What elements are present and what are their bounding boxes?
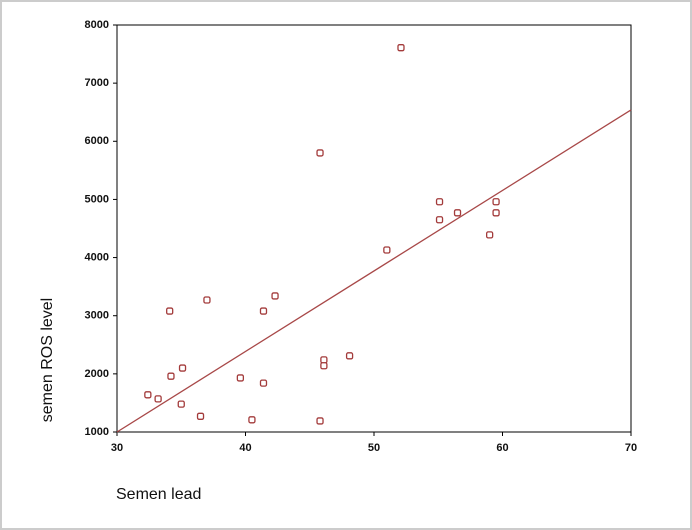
point xyxy=(320,356,328,364)
point xyxy=(435,198,444,206)
y-tick-label: 4000 xyxy=(85,251,109,263)
point xyxy=(177,400,185,408)
point xyxy=(178,364,187,372)
fit-line xyxy=(116,109,632,433)
point xyxy=(271,292,279,300)
x-tick-label: 50 xyxy=(368,442,380,454)
y-tick-label: 3000 xyxy=(85,310,109,322)
point xyxy=(320,362,328,370)
y-axis-label: semen ROS level xyxy=(39,298,56,423)
point xyxy=(167,372,175,380)
y-tick-label: 6000 xyxy=(85,135,109,147)
point xyxy=(316,149,324,157)
point xyxy=(453,209,462,217)
point xyxy=(144,391,152,399)
point xyxy=(203,296,211,304)
y-tick-label: 7000 xyxy=(85,77,109,89)
point xyxy=(383,246,391,254)
x-tick-label: 30 xyxy=(111,442,123,454)
point xyxy=(236,374,245,382)
x-tick-label: 70 xyxy=(625,442,637,454)
x-axis-label: Semen lead xyxy=(116,486,201,503)
point xyxy=(259,307,268,315)
y-tick-label: 1000 xyxy=(85,426,109,438)
x-tick-label: 40 xyxy=(239,442,251,454)
point xyxy=(397,44,405,52)
y-tick-label: 2000 xyxy=(85,368,109,380)
point xyxy=(196,412,205,420)
point xyxy=(316,417,324,425)
y-tick-label: 5000 xyxy=(85,193,109,205)
point xyxy=(492,198,500,206)
y-tick-label: 8000 xyxy=(85,19,109,31)
point xyxy=(248,416,256,424)
point xyxy=(492,209,500,217)
point xyxy=(485,231,494,239)
point xyxy=(435,216,444,224)
point xyxy=(154,395,162,403)
point xyxy=(166,307,174,315)
point xyxy=(259,379,268,387)
point xyxy=(345,352,354,360)
x-tick-label: 60 xyxy=(496,442,508,454)
